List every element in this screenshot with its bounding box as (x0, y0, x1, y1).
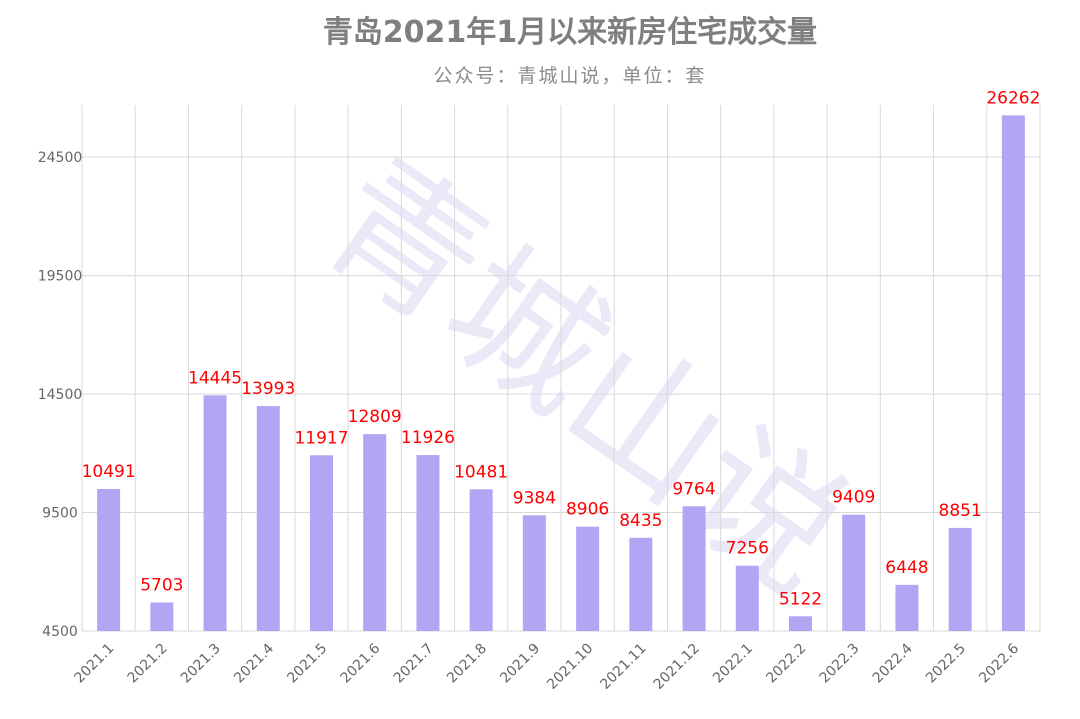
x-tick-label: 2021.5 (284, 641, 330, 687)
bar-2022.2 (789, 616, 812, 631)
x-tick-label: 2021.3 (178, 641, 224, 687)
x-tick-label: 2021.12 (651, 641, 703, 693)
bar-layer (97, 115, 1025, 632)
bar-2022.4 (895, 584, 919, 631)
x-tick-label: 2021.11 (597, 641, 649, 693)
x-tick-label: 2021.2 (125, 641, 171, 687)
data-label: 5122 (779, 589, 822, 609)
y-tick-label: 9500 (42, 506, 78, 522)
x-tick-label: 2022.3 (817, 641, 863, 687)
x-tick-label: 2022.2 (763, 641, 809, 687)
chart-title: 青岛2021年1月以来新房住宅成交量 (323, 15, 817, 50)
data-label: 8851 (939, 501, 982, 521)
data-label: 5703 (140, 575, 183, 595)
x-tick-label: 2022.4 (870, 640, 916, 686)
x-tick-label: 2022.6 (976, 640, 1022, 686)
data-label: 14445 (188, 368, 242, 388)
x-tick-label: 2021.8 (444, 641, 490, 687)
y-tick-label: 19500 (38, 269, 83, 285)
y-tick-label: 4500 (42, 624, 78, 640)
y-tick-label: 14500 (38, 387, 83, 403)
data-label: 9409 (832, 488, 875, 508)
bar-2021.9 (522, 515, 546, 631)
x-tick-label: 2022.1 (710, 641, 756, 687)
x-tick-label: 2021.7 (391, 641, 437, 687)
data-label: 12809 (348, 407, 402, 427)
label-layer: 1049157031444513993119171280911926104819… (82, 88, 1041, 609)
x-tick-label: 2022.5 (923, 641, 969, 687)
bar-2021.3 (203, 395, 227, 631)
x-tick-label: 2021.4 (231, 640, 277, 686)
bar-2022.6 (1001, 115, 1025, 632)
data-label: 11917 (294, 428, 348, 448)
bar-2021.11 (629, 537, 653, 631)
data-label: 13993 (241, 379, 295, 399)
bar-2021.2 (150, 602, 174, 631)
bar-2021.1 (97, 489, 121, 631)
data-label: 7256 (726, 539, 769, 559)
bar-2021.6 (363, 434, 387, 631)
bar-2021.4 (256, 406, 280, 631)
data-label: 9764 (672, 479, 715, 499)
bar-2021.5 (310, 455, 333, 631)
x-tick-label: 2021.10 (544, 641, 596, 693)
data-label: 10491 (82, 462, 136, 482)
bar-2021.10 (576, 526, 600, 631)
bar-2022.5 (948, 527, 972, 631)
data-label: 9384 (513, 488, 556, 508)
bar-2022.1 (735, 565, 759, 631)
y-tick-label: 24500 (38, 150, 83, 166)
data-label: 8435 (619, 511, 662, 531)
x-tick-label: 2021.1 (71, 641, 117, 687)
x-tick-label: 2021.9 (497, 641, 543, 687)
chart-subtitle: 公众号：青城山说，单位：套 (433, 65, 706, 87)
data-label: 11926 (401, 428, 455, 448)
data-label: 10481 (454, 462, 508, 482)
data-label: 26262 (986, 88, 1040, 108)
bar-2021.12 (682, 506, 706, 631)
bar-2021.7 (416, 455, 440, 631)
data-label: 6448 (885, 558, 928, 578)
bar-2021.8 (469, 489, 493, 631)
data-label: 8906 (566, 500, 609, 520)
x-tick-label: 2021.6 (338, 640, 384, 686)
grid-layer (81, 105, 1041, 632)
bar-2022.3 (842, 514, 866, 631)
